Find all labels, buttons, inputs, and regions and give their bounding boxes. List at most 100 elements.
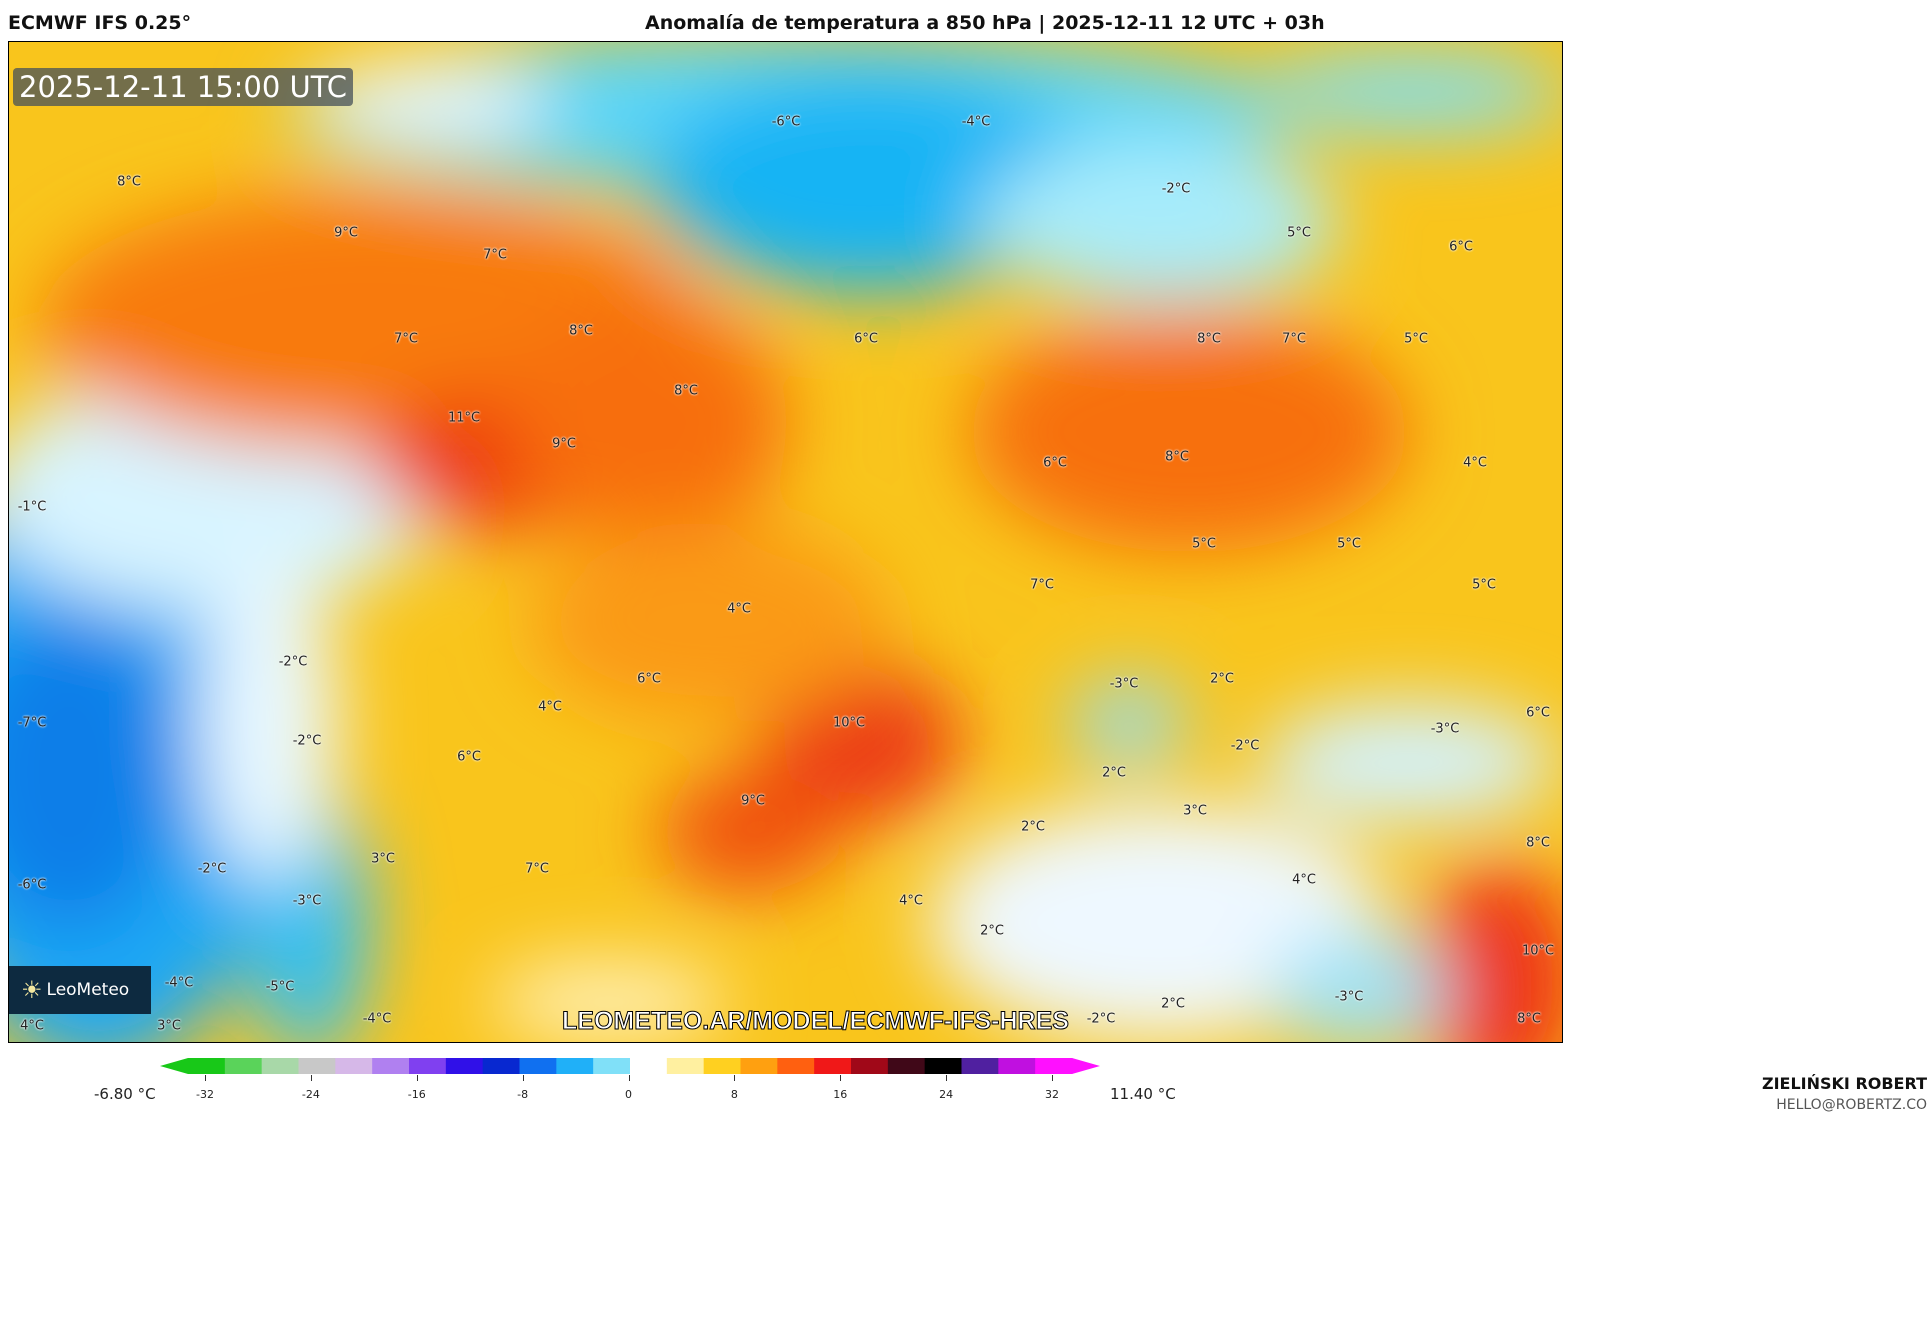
- author-email[interactable]: HELLO@ROBERTZ.CO: [1776, 1097, 1927, 1113]
- colorbar-swatch: [482, 1058, 520, 1074]
- colorbar-tick-label: -32: [196, 1088, 214, 1101]
- colorbar-tick-mark: [946, 1075, 948, 1081]
- colorbar-swatch: [777, 1058, 815, 1074]
- colorbar-swatch: [409, 1058, 447, 1074]
- temperature-label: 6°C: [637, 671, 661, 687]
- temperature-label: 8°C: [1197, 331, 1221, 347]
- logo-text: LeoMeteo: [46, 980, 130, 1000]
- temperature-label: 6°C: [457, 749, 481, 765]
- temperature-label: 3°C: [157, 1018, 181, 1034]
- colorbar-swatch: [740, 1058, 778, 1074]
- temperature-label: 10°C: [832, 715, 866, 731]
- colorbar-swatch: [814, 1058, 852, 1074]
- colorbar-swatch: [445, 1058, 484, 1074]
- temperature-label: 6°C: [1526, 705, 1550, 721]
- temperature-label: 8°C: [117, 174, 141, 190]
- colorbar-tick-mark: [1052, 1075, 1053, 1081]
- temperature-label: -2°C: [1161, 181, 1191, 197]
- colorbar-swatch: [666, 1058, 705, 1074]
- temperature-label: 5°C: [1404, 331, 1428, 347]
- colorbar-swatch: [372, 1058, 410, 1074]
- temperature-label: -3°C: [1109, 676, 1139, 692]
- temperature-label: 2°C: [1102, 765, 1126, 781]
- watermark-url: LEOMETEO.AR/MODEL/ECMWF-IFS-HRES: [562, 1007, 1070, 1036]
- colorbar-tick-label: 0: [625, 1088, 632, 1101]
- colorbar-swatch: [851, 1058, 889, 1074]
- colorbar-swatch: [924, 1058, 962, 1074]
- temperature-label: -4°C: [961, 114, 991, 130]
- temperature-label: 6°C: [854, 331, 878, 347]
- colorbar-tick-label: 32: [1045, 1088, 1059, 1101]
- colorbar-tick-mark: [416, 1075, 418, 1081]
- sun-icon: ☀: [21, 976, 43, 1004]
- temperature-label: 3°C: [1183, 803, 1207, 819]
- colorbar-tick-mark: [840, 1075, 842, 1081]
- temperature-label: -4°C: [164, 975, 194, 991]
- colorbar-swatch: [703, 1058, 741, 1074]
- temperature-label: 2°C: [980, 923, 1004, 939]
- temperature-label: 10°C: [1521, 943, 1555, 959]
- colorbar-swatch: [961, 1058, 999, 1074]
- colorbar-swatch: [998, 1058, 1036, 1074]
- colorbar-tick-label: 24: [939, 1088, 954, 1101]
- valid-time-stamp: 2025-12-11 15:00 UTC: [13, 68, 354, 106]
- colorbar-swatch: [556, 1058, 594, 1074]
- colorbar-tick-label: -16: [407, 1088, 426, 1101]
- colorbar-tick-label: 16: [833, 1088, 848, 1101]
- temperature-label: 8°C: [1517, 1011, 1541, 1027]
- temperature-label: 9°C: [741, 793, 765, 809]
- colorbar-tick-mark: [734, 1075, 736, 1081]
- temperature-label: 7°C: [525, 861, 549, 877]
- temperature-label: -2°C: [1086, 1011, 1116, 1027]
- temperature-label: 2°C: [1021, 819, 1045, 835]
- temperature-label: -6°C: [771, 114, 801, 130]
- temperature-label: 6°C: [1043, 455, 1067, 471]
- colorbar-tick-mark: [205, 1075, 206, 1081]
- colorbar-swatch: [261, 1058, 299, 1074]
- temperature-label: 4°C: [538, 699, 562, 715]
- colorbar-tick-mark: [310, 1075, 312, 1081]
- temperature-label: -4°C: [362, 1011, 392, 1027]
- temperature-label: 9°C: [334, 225, 358, 241]
- temperature-label: -2°C: [1230, 738, 1260, 754]
- colorbar-swatch: [593, 1058, 631, 1074]
- colorbar-swatch: [1035, 1058, 1073, 1074]
- temperature-label: 8°C: [569, 323, 593, 339]
- colorbar-swatch: [188, 1058, 226, 1074]
- temperature-label: 5°C: [1472, 577, 1496, 593]
- colorbar-swatch: [887, 1058, 926, 1074]
- leometeo-logo: ☀ LeoMeteo: [9, 966, 151, 1014]
- colorbar-tick-label: 8: [730, 1088, 738, 1101]
- temperature-label: -1°C: [17, 499, 47, 515]
- temperature-anomaly-map[interactable]: 2025-12-11 15:00 UTC -6°C -4°C 8°C -2°C 9°C 7…: [8, 41, 1563, 1043]
- temperature-label: 11°C: [447, 410, 481, 426]
- temperature-label: 7°C: [483, 247, 507, 263]
- temperature-label: 5°C: [1192, 536, 1216, 552]
- colorbar-swatch: [224, 1058, 263, 1074]
- temperature-label: 7°C: [394, 331, 418, 347]
- temperature-label: 4°C: [1292, 872, 1316, 888]
- temperature-label: 8°C: [1165, 449, 1189, 465]
- colorbar-min-arrow: [160, 1058, 188, 1074]
- temperature-label: 4°C: [1463, 455, 1487, 471]
- temperature-label: -3°C: [1334, 989, 1364, 1005]
- anomaly-field: [9, 42, 1562, 1042]
- temperature-label: -2°C: [197, 861, 227, 877]
- colorbar-max-label: 11.40 °C: [1110, 1085, 1176, 1103]
- temperature-label: -2°C: [292, 733, 322, 749]
- temperature-label: 4°C: [899, 893, 923, 909]
- temperature-label: 2°C: [1210, 671, 1234, 687]
- temperature-label: 4°C: [727, 601, 751, 617]
- temperature-label: 7°C: [1030, 577, 1054, 593]
- temperature-label: -7°C: [17, 715, 47, 731]
- colorbar-swatch: [630, 1058, 668, 1074]
- temperature-label: 6°C: [1449, 239, 1473, 255]
- colorbar-tick-label: -24: [301, 1088, 320, 1101]
- model-name: ECMWF IFS 0.25°: [8, 12, 192, 34]
- colorbar-swatch: [298, 1058, 336, 1074]
- temperature-label: 5°C: [1287, 225, 1311, 241]
- colorbar-min-label: -6.80 °C: [94, 1085, 156, 1103]
- colorbar-tick-mark: [628, 1075, 630, 1081]
- colorbar-max-arrow: [1072, 1058, 1100, 1074]
- temperature-label: -6°C: [17, 877, 47, 893]
